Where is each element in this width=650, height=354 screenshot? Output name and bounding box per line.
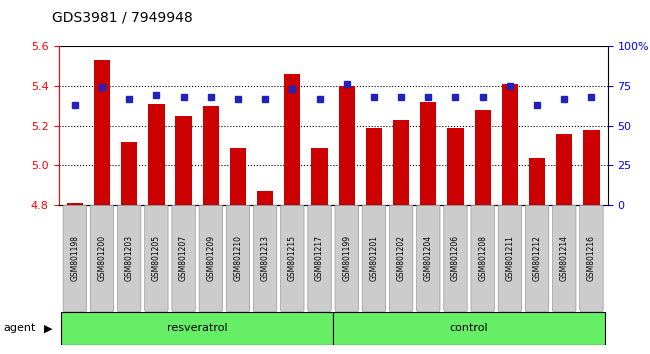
Text: GSM801207: GSM801207 <box>179 235 188 281</box>
Bar <box>447 128 463 205</box>
FancyBboxPatch shape <box>63 205 86 312</box>
Bar <box>339 86 355 205</box>
FancyBboxPatch shape <box>525 205 549 312</box>
Bar <box>474 110 491 205</box>
Bar <box>556 133 573 205</box>
Bar <box>148 104 164 205</box>
FancyBboxPatch shape <box>118 205 141 312</box>
Text: GSM801217: GSM801217 <box>315 235 324 281</box>
Bar <box>61 312 333 345</box>
Text: resveratrol: resveratrol <box>167 323 228 333</box>
FancyBboxPatch shape <box>552 205 576 312</box>
FancyBboxPatch shape <box>254 205 277 312</box>
Text: GSM801205: GSM801205 <box>152 235 161 281</box>
FancyBboxPatch shape <box>226 205 250 312</box>
Bar <box>284 74 300 205</box>
Bar <box>529 158 545 205</box>
Text: GSM801212: GSM801212 <box>532 235 541 281</box>
FancyBboxPatch shape <box>580 205 603 312</box>
Text: GSM801200: GSM801200 <box>98 235 107 281</box>
FancyBboxPatch shape <box>199 205 222 312</box>
FancyBboxPatch shape <box>145 205 168 312</box>
Text: GSM801199: GSM801199 <box>342 235 351 281</box>
Bar <box>176 116 192 205</box>
Text: GSM801209: GSM801209 <box>206 235 215 281</box>
Text: GSM801210: GSM801210 <box>233 235 242 281</box>
Text: GSM801204: GSM801204 <box>424 235 433 281</box>
Text: GSM801198: GSM801198 <box>70 235 79 281</box>
Bar <box>502 84 518 205</box>
FancyBboxPatch shape <box>90 205 114 312</box>
Bar <box>333 312 605 345</box>
Bar <box>583 130 599 205</box>
FancyBboxPatch shape <box>362 205 385 312</box>
Text: control: control <box>450 323 488 333</box>
Bar <box>121 142 137 205</box>
Text: GDS3981 / 7949948: GDS3981 / 7949948 <box>52 11 193 25</box>
Bar <box>67 203 83 205</box>
Bar <box>393 120 410 205</box>
Text: GSM801211: GSM801211 <box>505 235 514 281</box>
FancyBboxPatch shape <box>335 205 358 312</box>
Bar <box>311 148 328 205</box>
Text: GSM801202: GSM801202 <box>396 235 406 281</box>
FancyBboxPatch shape <box>389 205 413 312</box>
Text: GSM801216: GSM801216 <box>587 235 596 281</box>
Bar <box>203 106 219 205</box>
FancyBboxPatch shape <box>281 205 304 312</box>
Bar <box>230 148 246 205</box>
FancyBboxPatch shape <box>444 205 467 312</box>
FancyBboxPatch shape <box>172 205 195 312</box>
Bar <box>420 102 436 205</box>
Bar <box>257 192 273 205</box>
Text: GSM801214: GSM801214 <box>560 235 569 281</box>
Text: GSM801208: GSM801208 <box>478 235 487 281</box>
Text: agent: agent <box>3 323 36 333</box>
Text: GSM801215: GSM801215 <box>288 235 297 281</box>
Bar <box>366 128 382 205</box>
FancyBboxPatch shape <box>471 205 495 312</box>
FancyBboxPatch shape <box>308 205 332 312</box>
FancyBboxPatch shape <box>417 205 440 312</box>
Text: GSM801201: GSM801201 <box>369 235 378 281</box>
Text: GSM801206: GSM801206 <box>451 235 460 281</box>
FancyBboxPatch shape <box>498 205 521 312</box>
Bar <box>94 60 110 205</box>
Text: GSM801213: GSM801213 <box>261 235 270 281</box>
Text: ▶: ▶ <box>44 323 53 333</box>
Text: GSM801203: GSM801203 <box>125 235 134 281</box>
